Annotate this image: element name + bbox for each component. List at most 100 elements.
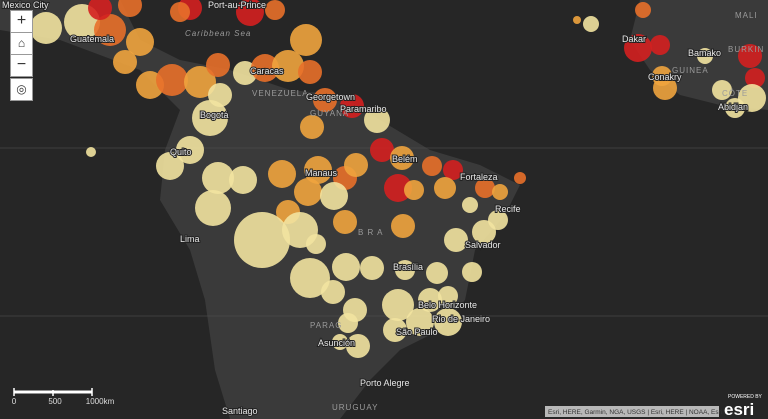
symbol <box>176 136 204 164</box>
symbol <box>192 100 228 136</box>
symbol <box>313 88 337 112</box>
place-label: Fortaleza <box>460 172 498 182</box>
symbols <box>30 0 766 358</box>
symbol <box>406 308 434 336</box>
symbol <box>346 334 370 358</box>
country-label: GUYANA <box>310 109 349 118</box>
symbol <box>233 61 257 85</box>
logo-caption: POWERED BY <box>728 394 763 400</box>
symbol <box>251 54 279 82</box>
country-label: GUINEA <box>672 66 709 75</box>
symbol <box>426 262 448 284</box>
place-label: Salvador <box>465 240 501 250</box>
symbol <box>156 152 184 180</box>
symbol <box>382 289 414 321</box>
place-label: Mexico City <box>2 0 49 10</box>
attribution: Esri, HERE, Garmin, NGA, USGS | Esri, HE… <box>548 409 722 416</box>
place-label: Guatemala <box>70 34 114 44</box>
place-label: Porto Alegre <box>360 378 410 388</box>
symbol <box>340 94 364 118</box>
symbol <box>434 308 462 336</box>
symbol <box>208 83 232 107</box>
place-label: Manaus <box>305 168 338 178</box>
symbol <box>290 24 322 56</box>
symbol <box>290 258 330 298</box>
symbol <box>86 147 96 157</box>
symbol <box>383 318 407 342</box>
place-label: Caracas <box>250 66 284 76</box>
symbol <box>206 53 230 77</box>
place-label: Belém <box>392 154 418 164</box>
symbol <box>234 212 290 268</box>
symbol <box>229 166 257 194</box>
country-label: B R A <box>358 228 383 237</box>
country-label: MALI <box>735 11 758 20</box>
symbol <box>118 0 142 17</box>
symbol <box>462 262 482 282</box>
symbol <box>391 214 415 238</box>
place-label: Abidjan <box>718 102 748 112</box>
country-label: VENEZUELA <box>252 89 309 98</box>
place-label: Lima <box>180 234 200 244</box>
symbol <box>422 156 442 176</box>
attribution-bg <box>545 406 719 417</box>
scale-bar: 0 500 1000km <box>12 388 115 406</box>
symbol <box>94 14 126 46</box>
symbol <box>202 162 234 194</box>
place-label: Asunción <box>318 338 355 348</box>
symbol <box>195 190 231 226</box>
symbol <box>113 50 137 74</box>
zoom-out[interactable]: − <box>10 54 33 77</box>
symbol <box>265 0 285 20</box>
symbol <box>332 253 360 281</box>
symbol <box>338 313 358 333</box>
symbol <box>475 178 495 198</box>
locate[interactable]: ◎ <box>10 78 33 101</box>
place-label: Bogotá <box>200 110 229 120</box>
symbol <box>321 280 345 304</box>
place-label: Recife <box>495 204 521 214</box>
home[interactable]: ⌂ <box>10 32 33 55</box>
zoom-in[interactable]: + <box>10 10 33 33</box>
country-label: BURKIN <box>728 45 764 54</box>
symbol <box>156 64 188 96</box>
symbol <box>434 177 456 199</box>
country-label: PARAG <box>310 321 342 330</box>
symbol <box>444 228 468 252</box>
symbol <box>370 138 394 162</box>
place-label: Quito <box>170 147 192 157</box>
scale-label: 0 <box>12 397 17 406</box>
symbol <box>745 68 765 88</box>
place-label: São Paulo <box>396 327 438 337</box>
symbol <box>268 160 296 188</box>
symbol <box>272 50 304 82</box>
symbol <box>294 178 322 206</box>
symbol <box>404 180 424 200</box>
symbol <box>443 160 463 180</box>
symbol <box>573 16 581 24</box>
symbol <box>725 98 745 118</box>
symbol <box>462 197 478 213</box>
place-label: Brasília <box>393 262 423 272</box>
symbol <box>712 80 732 100</box>
place-label: Conakry <box>648 72 682 82</box>
symbol <box>332 334 348 350</box>
symbol <box>738 44 762 68</box>
symbol <box>514 172 526 184</box>
symbol <box>492 184 508 200</box>
place-label: Belo Horizonte <box>418 300 477 310</box>
symbol <box>88 0 112 20</box>
sea-label: Caribbean Sea <box>185 29 251 38</box>
place-label: Port-au-Prince <box>208 0 266 10</box>
symbol <box>304 156 332 184</box>
place-label: Rio de Janeiro <box>432 314 490 324</box>
place-label: Paramaribo <box>340 104 387 114</box>
country-label: URUGUAY <box>332 403 378 412</box>
symbol <box>30 12 62 44</box>
symbol <box>697 48 713 64</box>
scale-label: 1000km <box>86 397 115 406</box>
symbol <box>472 220 496 244</box>
symbol <box>344 153 368 177</box>
